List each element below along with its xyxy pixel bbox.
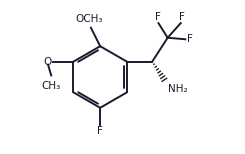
Text: CH₃: CH₃ <box>42 81 61 91</box>
Text: NH₂: NH₂ <box>168 84 187 94</box>
Text: O: O <box>44 57 52 67</box>
Text: F: F <box>97 126 103 136</box>
Text: F: F <box>156 12 161 22</box>
Text: F: F <box>187 34 193 44</box>
Text: F: F <box>179 12 184 22</box>
Text: OCH₃: OCH₃ <box>76 14 103 24</box>
